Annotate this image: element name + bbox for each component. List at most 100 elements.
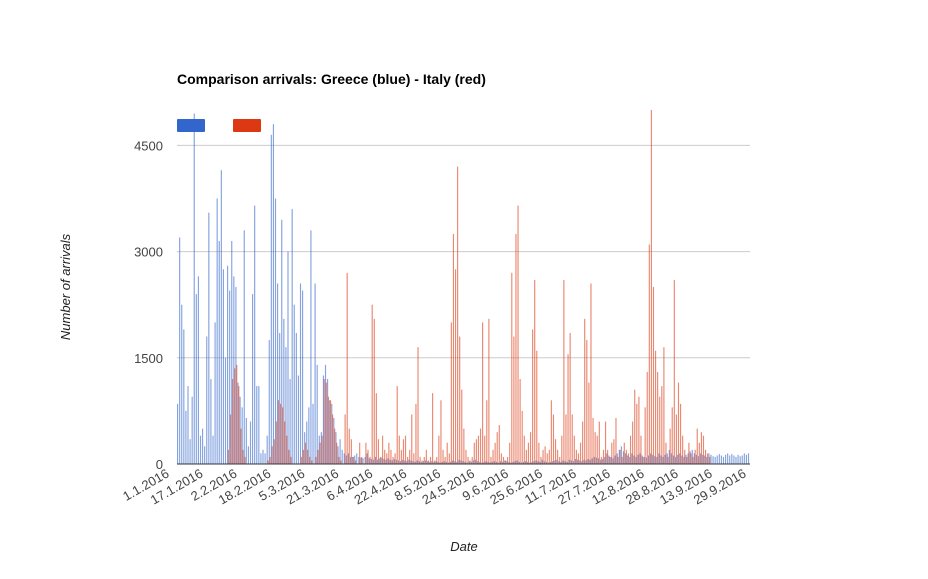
bar-italy (490, 456, 492, 464)
bar-greece (299, 283, 302, 464)
bar-greece (570, 460, 572, 464)
bar-italy (617, 456, 619, 464)
bar-greece (345, 455, 347, 464)
bar-italy (392, 456, 394, 464)
bar-italy (236, 364, 238, 464)
bar-italy (234, 368, 236, 464)
bar-greece (202, 428, 204, 464)
bar-greece (472, 460, 475, 464)
bar-greece (245, 417, 247, 464)
bar-italy (482, 322, 484, 464)
bar-greece (566, 461, 568, 464)
bar-italy (375, 393, 377, 464)
bar-italy (650, 110, 652, 464)
bar-italy (492, 449, 494, 464)
y-tick-label: 1500 (134, 351, 163, 366)
bar-greece (308, 407, 310, 464)
bar-italy (686, 456, 688, 464)
bar-italy (552, 414, 555, 464)
bar-italy (417, 347, 419, 464)
x-axis-title: Date (450, 539, 477, 554)
chart-title: Comparison arrivals: Greece (blue) - Ita… (177, 71, 486, 87)
bar-greece (533, 461, 535, 464)
bar-italy (373, 318, 375, 464)
bar-italy (571, 414, 573, 464)
x-tick-labels: 1.1.201617.1.20162.2.201618.2.20165.3.20… (120, 466, 748, 508)
bar-greece (539, 461, 541, 464)
bar-greece (514, 461, 516, 464)
bar-greece (410, 460, 412, 464)
bar-greece (641, 455, 643, 464)
bar-greece (739, 456, 741, 464)
bar-greece (274, 198, 277, 464)
bar-greece (216, 198, 218, 464)
bar-italy (423, 456, 425, 464)
bar-greece (183, 329, 185, 464)
bar-italy (690, 453, 692, 464)
bar-greece (368, 458, 370, 464)
bar-greece (506, 461, 508, 464)
gridlines (177, 144, 750, 359)
bar-italy (550, 400, 552, 464)
bar-italy (240, 428, 242, 464)
bar-italy (229, 414, 232, 464)
bar-greece (268, 340, 270, 464)
bar-greece (487, 461, 489, 464)
bar-greece (562, 460, 564, 464)
bar-italy (394, 453, 396, 464)
bar-italy (688, 442, 690, 464)
bar-italy (634, 389, 636, 464)
bar-italy (663, 347, 665, 464)
bar-italy (604, 421, 607, 464)
bar-greece (179, 237, 181, 464)
bar-italy (538, 442, 540, 464)
bar-greece (497, 462, 500, 464)
bar-italy (669, 428, 671, 464)
bar-greece (560, 461, 562, 464)
bar-greece (452, 460, 454, 464)
bar-greece (418, 461, 420, 464)
bar-greece (704, 455, 706, 464)
bar-italy (407, 456, 409, 464)
bar-italy (354, 460, 357, 464)
legend-swatch-greece[interactable] (177, 119, 205, 132)
bar-greece (389, 459, 391, 464)
bar-italy (594, 432, 596, 464)
bar-greece (702, 454, 704, 464)
bar-greece (610, 456, 612, 464)
bar-greece (381, 457, 383, 464)
bar-greece (725, 454, 727, 464)
bar-italy (477, 435, 480, 464)
bar-italy (444, 456, 446, 464)
bar-greece (343, 453, 345, 464)
bar-greece (495, 461, 497, 464)
bar-greece (349, 456, 352, 464)
bar-italy (340, 460, 342, 464)
bar-greece (352, 456, 354, 464)
legend[interactable] (177, 119, 261, 132)
bar-greece (243, 230, 245, 464)
bar-italy (700, 432, 702, 464)
bar-greece (458, 459, 460, 464)
bar-italy (627, 453, 630, 464)
bar-greece (470, 461, 472, 464)
legend-swatch-italy[interactable] (233, 119, 261, 132)
bar-italy (642, 456, 644, 464)
bar-italy (704, 449, 707, 464)
bar-greece (643, 456, 645, 464)
bar-greece (535, 460, 537, 464)
bar-italy (459, 336, 461, 464)
bar-greece (727, 453, 729, 464)
bar-italy (288, 449, 290, 464)
bar-italy (352, 456, 355, 464)
bar-italy (671, 407, 673, 464)
bar-italy (657, 371, 659, 464)
bar-greece (674, 456, 677, 464)
bar-italy (286, 435, 288, 464)
bar-greece (604, 456, 606, 464)
bar-greece (656, 456, 658, 464)
bar-italy (346, 272, 348, 464)
bar-greece (318, 435, 320, 464)
bar-greece (406, 461, 408, 464)
bar-italy (273, 439, 275, 464)
